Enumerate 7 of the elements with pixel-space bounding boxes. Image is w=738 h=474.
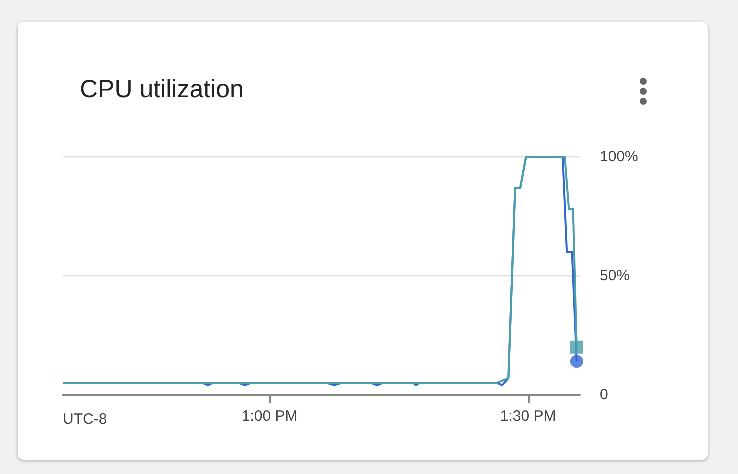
y-tick-label: 100% [600,148,638,166]
y-tick-label: 50% [600,268,630,284]
x-tick-label: 1:00 PM [242,408,298,425]
chart-title: CPU utilization [80,76,244,104]
y-tick-label: 0 [600,386,608,404]
text: UTC-8 [63,411,108,428]
x-tick-label: 1:30 PM [500,408,556,425]
